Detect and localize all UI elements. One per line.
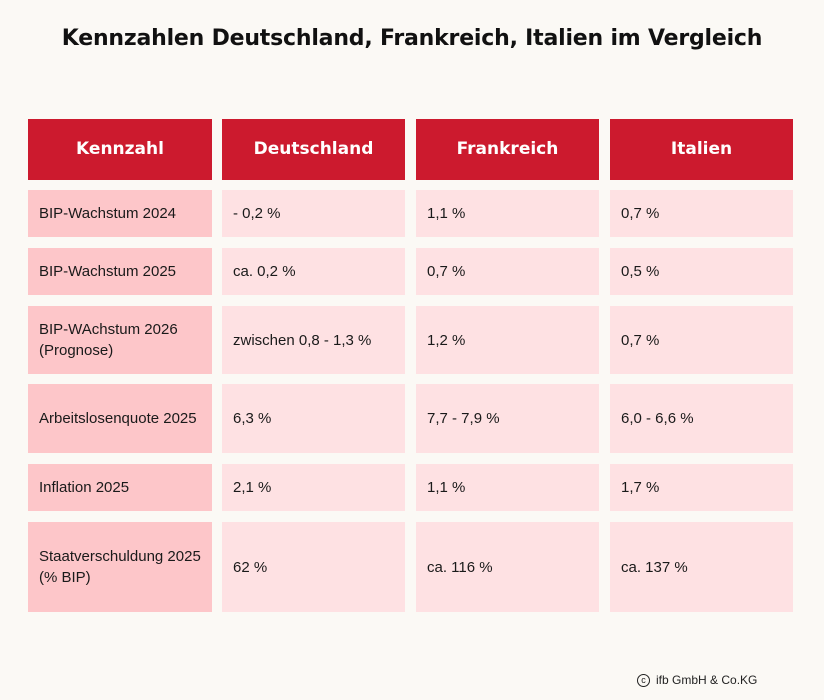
cell-italien: 0,7 % — [610, 306, 793, 374]
copyright-text: ifb GmbH & Co.KG — [656, 673, 758, 687]
copyright-notice: c ifb GmbH & Co.KG — [637, 673, 757, 687]
row-label: BIP-Wachstum 2025 — [28, 248, 212, 295]
row-label: Staatverschuldung 2025 (% BIP) — [28, 522, 212, 612]
cell-deutschland: 2,1 % — [222, 464, 405, 511]
header-frankreich: Frankreich — [416, 119, 599, 180]
row-label: BIP-Wachstum 2024 — [28, 190, 212, 237]
cell-italien: 6,0 - 6,6 % — [610, 384, 793, 453]
cell-frankreich: 1,1 % — [416, 464, 599, 511]
cell-frankreich: ca. 116 % — [416, 522, 599, 612]
cell-deutschland: zwischen 0,8 - 1,3 % — [222, 306, 405, 374]
cell-italien: ca. 137 % — [610, 522, 793, 612]
row-label: Arbeitslosenquote 2025 — [28, 384, 212, 453]
cell-deutschland: 62 % — [222, 522, 405, 612]
header-deutschland: Deutschland — [222, 119, 405, 180]
row-label: Inflation 2025 — [28, 464, 212, 511]
cell-frankreich: 0,7 % — [416, 248, 599, 295]
header-kennzahl: Kennzahl — [28, 119, 212, 180]
cell-frankreich: 1,1 % — [416, 190, 599, 237]
cell-deutschland: - 0,2 % — [222, 190, 405, 237]
cell-frankreich: 1,2 % — [416, 306, 599, 374]
cell-deutschland: 6,3 % — [222, 384, 405, 453]
cell-deutschland: ca. 0,2 % — [222, 248, 405, 295]
page-title: Kennzahlen Deutschland, Frankreich, Ital… — [61, 26, 763, 51]
header-italien: Italien — [610, 119, 793, 180]
copyright-icon: c — [637, 673, 650, 687]
cell-italien: 0,5 % — [610, 248, 793, 295]
cell-frankreich: 7,7 - 7,9 % — [416, 384, 599, 453]
cell-italien: 1,7 % — [610, 464, 793, 511]
row-label: BIP-WAchstum 2026 (Prognose) — [28, 306, 212, 374]
cell-italien: 0,7 % — [610, 190, 793, 237]
